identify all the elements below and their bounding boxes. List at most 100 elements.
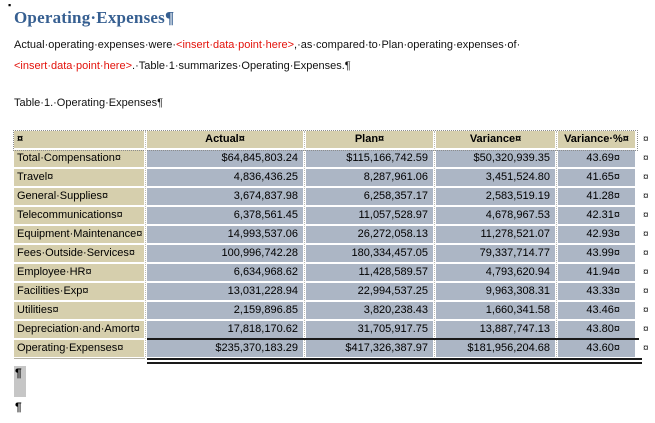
cell-variance-pct[interactable]: 41.94¤ — [558, 264, 635, 281]
operating-expenses-table: ¤ Actual¤ Plan¤ Variance¤ Variance·%¤ ¤ … — [13, 130, 655, 364]
table-caption[interactable]: Table·1.·Operating·Expenses¶ — [14, 97, 163, 109]
body-text-post: ,·as·compared·to·Plan·operating·expenses… — [294, 39, 521, 51]
body-paragraph-line-1[interactable]: Actual·operating·expenses·were·<insert·d… — [14, 39, 520, 51]
cell-plan[interactable]: 22,994,537.25 — [306, 283, 433, 300]
body-text-pre: Actual·operating·expenses·were· — [14, 39, 177, 51]
row-end-marker: ¤ — [643, 343, 649, 354]
cell-plan[interactable]: 11,428,589.57 — [306, 264, 433, 281]
row-end-marker: ¤ — [643, 286, 649, 297]
cell-variance[interactable]: 4,678,967.53 — [436, 207, 555, 224]
cell-actual[interactable]: $235,370,183.29 — [147, 340, 303, 357]
header-cell-variance[interactable]: Variance¤ — [436, 131, 555, 148]
cell-label[interactable]: Telecommunications¤ — [14, 207, 144, 224]
placeholder-insert-data-point-2[interactable]: <insert·data·point·here> — [14, 60, 133, 72]
cell-variance-pct[interactable]: 43.80¤ — [558, 321, 635, 338]
table-row-operating-expenses-total: Operating·Expenses¤ $235,370,183.29 $417… — [14, 340, 655, 357]
table-row-total-compensation: Total·Compensation¤ $64,845,803.24 $115,… — [14, 150, 655, 167]
header-cell-actual[interactable]: Actual¤ — [147, 131, 303, 148]
row-end-marker: ¤ — [643, 267, 649, 278]
table-row-travel: Travel¤ 4,836,436.25 8,287,961.06 3,451,… — [14, 169, 655, 186]
cell-label[interactable]: Employee·HR¤ — [14, 264, 144, 281]
cell-label[interactable]: Operating·Expenses¤ — [14, 340, 144, 357]
cell-actual[interactable]: 3,674,837.98 — [147, 188, 303, 205]
header-cell-plan[interactable]: Plan¤ — [306, 131, 433, 148]
cell-plan[interactable]: 3,820,238.43 — [306, 302, 433, 319]
cell-variance-pct[interactable]: 41.28¤ — [558, 188, 635, 205]
cell-variance[interactable]: 13,887,747.13 — [436, 321, 555, 338]
cell-variance-pct[interactable]: 43.60¤ — [558, 340, 635, 357]
cell-variance[interactable]: 3,451,524.80 — [436, 169, 555, 186]
cell-plan[interactable]: $115,166,742.59 — [306, 150, 433, 167]
label-column-bottom-border — [14, 358, 145, 359]
table-row-employee-hr: Employee·HR¤ 6,634,968.62 11,428,589.57 … — [14, 264, 655, 281]
table-row-general-supplies: General·Supplies¤ 3,674,837.98 6,258,357… — [14, 188, 655, 205]
pilcrow-mark: ¶ — [15, 366, 22, 380]
header-cell-variance-pct[interactable]: Variance·%¤ — [558, 131, 635, 148]
table-row-facilities-exp: Facilities·Exp¤ 13,031,228.94 22,994,537… — [14, 283, 655, 300]
cell-plan[interactable]: 8,287,961.06 — [306, 169, 433, 186]
cell-actual[interactable]: 4,836,436.25 — [147, 169, 303, 186]
cell-variance-pct[interactable]: 43.69¤ — [558, 150, 635, 167]
cell-variance[interactable]: 2,583,519.19 — [436, 188, 555, 205]
cell-plan[interactable]: 11,057,528.97 — [306, 207, 433, 224]
cell-variance[interactable]: 4,793,620.94 — [436, 264, 555, 281]
cell-label[interactable]: General·Supplies¤ — [14, 188, 144, 205]
page-title[interactable]: Operating·Expenses¶ — [14, 8, 175, 27]
cell-variance-pct[interactable]: 42.31¤ — [558, 207, 635, 224]
cell-label[interactable]: Travel¤ — [14, 169, 144, 186]
body-text-end: .·Table·1·summarizes·Operating·Expenses.… — [132, 60, 351, 72]
cell-label[interactable]: Utilities¤ — [14, 302, 144, 319]
cell-variance[interactable]: 79,337,714.77 — [436, 245, 555, 262]
table-row-depreciation-and-amort: Depreciation·and·Amort¤ 17,818,170.62 31… — [14, 321, 655, 338]
paragraph-anchor-marker: ▪ — [8, 0, 12, 10]
row-end-marker: ¤ — [643, 172, 649, 183]
table-row-fees-outside-services: Fees·Outside·Services¤ 100,996,742.28 18… — [14, 245, 655, 262]
cell-actual[interactable]: 14,993,537.06 — [147, 226, 303, 243]
cell-variance[interactable]: $181,956,204.68 — [436, 340, 555, 357]
cell-plan[interactable]: 26,272,058.13 — [306, 226, 433, 243]
cell-variance[interactable]: 1,660,341.58 — [436, 302, 555, 319]
cell-plan[interactable]: 31,705,917.75 — [306, 321, 433, 338]
cell-variance-pct[interactable]: 41.65¤ — [558, 169, 635, 186]
row-end-marker: ¤ — [643, 324, 649, 335]
cell-label[interactable]: Fees·Outside·Services¤ — [14, 245, 144, 262]
cell-variance[interactable]: 11,278,521.07 — [436, 226, 555, 243]
cell-variance[interactable]: 9,963,308.31 — [436, 283, 555, 300]
table-row-equipment-maintenance: Equipment·Maintenance¤ 14,993,537.06 26,… — [14, 226, 655, 243]
cell-label[interactable]: Equipment·Maintenance¤ — [14, 226, 144, 243]
cell-actual[interactable]: 13,031,228.94 — [147, 283, 303, 300]
table-header-row: ¤ Actual¤ Plan¤ Variance¤ Variance·%¤ ¤ — [14, 131, 655, 148]
row-end-marker: ¤ — [643, 229, 649, 240]
header-cell-blank[interactable]: ¤ — [14, 131, 144, 148]
body-paragraph-line-2[interactable]: <insert·data·point·here>.·Table·1·summar… — [14, 60, 351, 72]
total-row-double-border-2 — [147, 362, 642, 364]
cell-actual[interactable]: $64,845,803.24 — [147, 150, 303, 167]
cell-actual[interactable]: 6,634,968.62 — [147, 264, 303, 281]
cell-label[interactable]: Facilities·Exp¤ — [14, 283, 144, 300]
cell-actual[interactable]: 100,996,742.28 — [147, 245, 303, 262]
table-row-telecommunications: Telecommunications¤ 6,378,561.45 11,057,… — [14, 207, 655, 224]
cell-actual[interactable]: 6,378,561.45 — [147, 207, 303, 224]
row-end-marker: ¤ — [643, 153, 649, 164]
cell-variance[interactable]: $50,320,939.35 — [436, 150, 555, 167]
cell-actual[interactable]: 17,818,170.62 — [147, 321, 303, 338]
row-end-marker: ¤ — [643, 191, 649, 202]
table-row-utilities: Utilities¤ 2,159,896.85 3,820,238.43 1,6… — [14, 302, 655, 319]
cell-plan[interactable]: 6,258,357.17 — [306, 188, 433, 205]
cell-variance-pct[interactable]: 43.46¤ — [558, 302, 635, 319]
selected-empty-paragraph[interactable]: ¶ — [14, 366, 26, 397]
cell-variance-pct[interactable]: 42.93¤ — [558, 226, 635, 243]
cell-plan[interactable]: $417,326,387.97 — [306, 340, 433, 357]
cell-variance-pct[interactable]: 43.99¤ — [558, 245, 635, 262]
placeholder-insert-data-point-1[interactable]: <insert·data·point·here> — [176, 39, 295, 51]
cell-plan[interactable]: 180,334,457.05 — [306, 245, 433, 262]
row-end-marker: ¤ — [643, 134, 649, 145]
cell-label[interactable]: Total·Compensation¤ — [14, 150, 144, 167]
row-end-marker: ¤ — [643, 248, 649, 259]
cell-actual[interactable]: 2,159,896.85 — [147, 302, 303, 319]
cell-label[interactable]: Depreciation·and·Amort¤ — [14, 321, 144, 338]
row-end-marker: ¤ — [643, 305, 649, 316]
cell-variance-pct[interactable]: 43.33¤ — [558, 283, 635, 300]
row-end-marker: ¤ — [643, 210, 649, 221]
